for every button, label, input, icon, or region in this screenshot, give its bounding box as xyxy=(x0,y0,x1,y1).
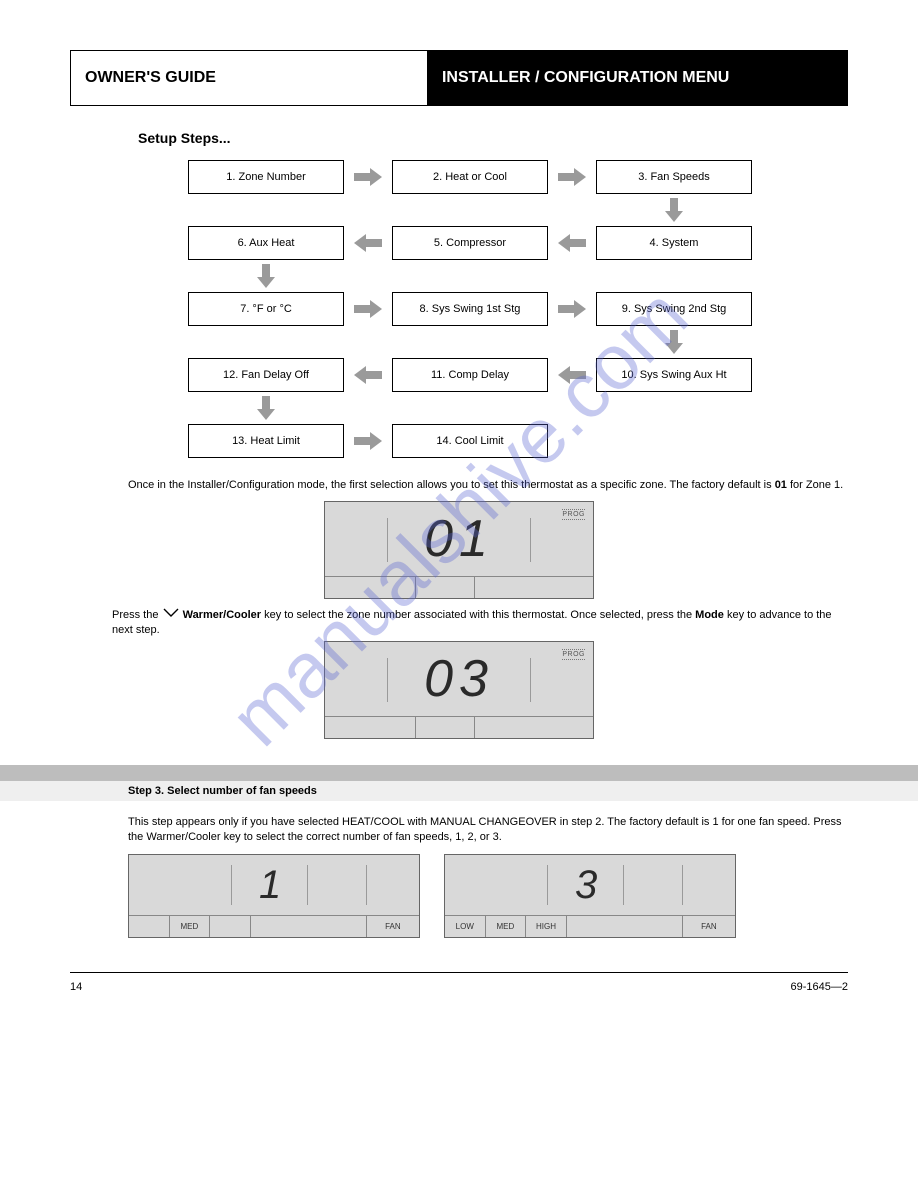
arrow-right-icon xyxy=(548,168,596,186)
header-bar: OWNER'S GUIDE INSTALLER / CONFIGURATION … xyxy=(70,50,848,106)
arrow-right-icon xyxy=(344,432,392,450)
flow-box: 3. Fan Speeds xyxy=(596,160,752,194)
page-number: 14 xyxy=(70,981,82,993)
lcd-value: 03 xyxy=(424,649,494,709)
lcd-value: 01 xyxy=(424,509,494,569)
arrow-left-icon xyxy=(344,234,392,252)
arrow-down-icon xyxy=(596,330,752,354)
lcd-display: 1 MED FAN xyxy=(128,854,420,938)
flow-box: 5. Compressor xyxy=(392,226,548,260)
arrow-down-icon xyxy=(188,264,344,288)
chevron-down-icon xyxy=(162,607,180,623)
prog-indicator: PROG xyxy=(562,648,585,661)
label: HIGH xyxy=(526,916,567,937)
lcd-value: 1 xyxy=(129,863,287,908)
header-right: INSTALLER / CONFIGURATION MENU xyxy=(428,51,847,105)
flow-box: 2. Heat or Cool xyxy=(392,160,548,194)
flow-box: 8. Sys Swing 1st Stg xyxy=(392,292,548,326)
step3-title-band: Step 3. Select number of fan speeds xyxy=(0,781,918,801)
flow-box: 6. Aux Heat xyxy=(188,226,344,260)
label: FAN xyxy=(367,916,419,937)
flow-box: 7. °F or °C xyxy=(188,292,344,326)
arrow-down-icon xyxy=(188,396,344,420)
arrow-right-icon xyxy=(344,300,392,318)
lcd-display: PROG 03 xyxy=(324,641,594,739)
flow-box: 14. Cool Limit xyxy=(392,424,548,458)
text: for Zone 1. xyxy=(790,479,843,491)
flow-box: 9. Sys Swing 2nd Stg xyxy=(596,292,752,326)
flow-title: Setup Steps... xyxy=(138,130,848,146)
flow-box: 1. Zone Number xyxy=(188,160,344,194)
arrow-right-icon xyxy=(344,168,392,186)
label: MED xyxy=(486,916,527,937)
arrow-left-icon xyxy=(548,234,596,252)
label: FAN xyxy=(683,916,735,937)
step1b-note: Press the Warmer/Cooler key to select th… xyxy=(112,607,848,638)
flow-box: 10. Sys Swing Aux Ht xyxy=(596,358,752,392)
arrow-right-icon xyxy=(548,300,596,318)
lcd-value: 3 xyxy=(445,863,603,908)
arrow-left-icon xyxy=(344,366,392,384)
step1-note: Once in the Installer/Configuration mode… xyxy=(128,478,848,493)
text: Press the xyxy=(112,609,162,621)
footer: 14 69-1645—2 xyxy=(70,972,848,993)
lcd-display: PROG 01 xyxy=(324,501,594,599)
arrow-left-icon xyxy=(548,366,596,384)
text: key to select the zone number associated… xyxy=(264,609,695,621)
flow-box: 13. Heat Limit xyxy=(188,424,344,458)
step3-title: Step 3. Select number of fan speeds xyxy=(128,785,317,797)
text: Once in the Installer/Configuration mode… xyxy=(128,479,775,491)
prog-indicator: PROG xyxy=(562,508,585,521)
flowchart: 1. Zone Number 2. Heat or Cool 3. Fan Sp… xyxy=(188,158,828,460)
header-left: OWNER'S GUIDE xyxy=(71,51,428,105)
doc-number: 69-1645—2 xyxy=(791,981,849,993)
btn-label: Mode xyxy=(695,609,724,621)
label: MED xyxy=(170,916,211,937)
lcd-display: 3 LOW MED HIGH FAN xyxy=(444,854,736,938)
flow-box: 12. Fan Delay Off xyxy=(188,358,344,392)
btn-label: Warmer/Cooler xyxy=(183,609,261,621)
fan-note: This step appears only if you have selec… xyxy=(128,815,848,844)
lcd-pair: 1 MED FAN 3 LOW MED HIGH xyxy=(128,854,848,938)
arrow-down-icon xyxy=(596,198,752,222)
divider-band xyxy=(0,765,918,781)
flow-box: 4. System xyxy=(596,226,752,260)
flow-box: 11. Comp Delay xyxy=(392,358,548,392)
page: manualshive.com OWNER'S GUIDE INSTALLER … xyxy=(0,0,918,1033)
label: LOW xyxy=(445,916,486,937)
